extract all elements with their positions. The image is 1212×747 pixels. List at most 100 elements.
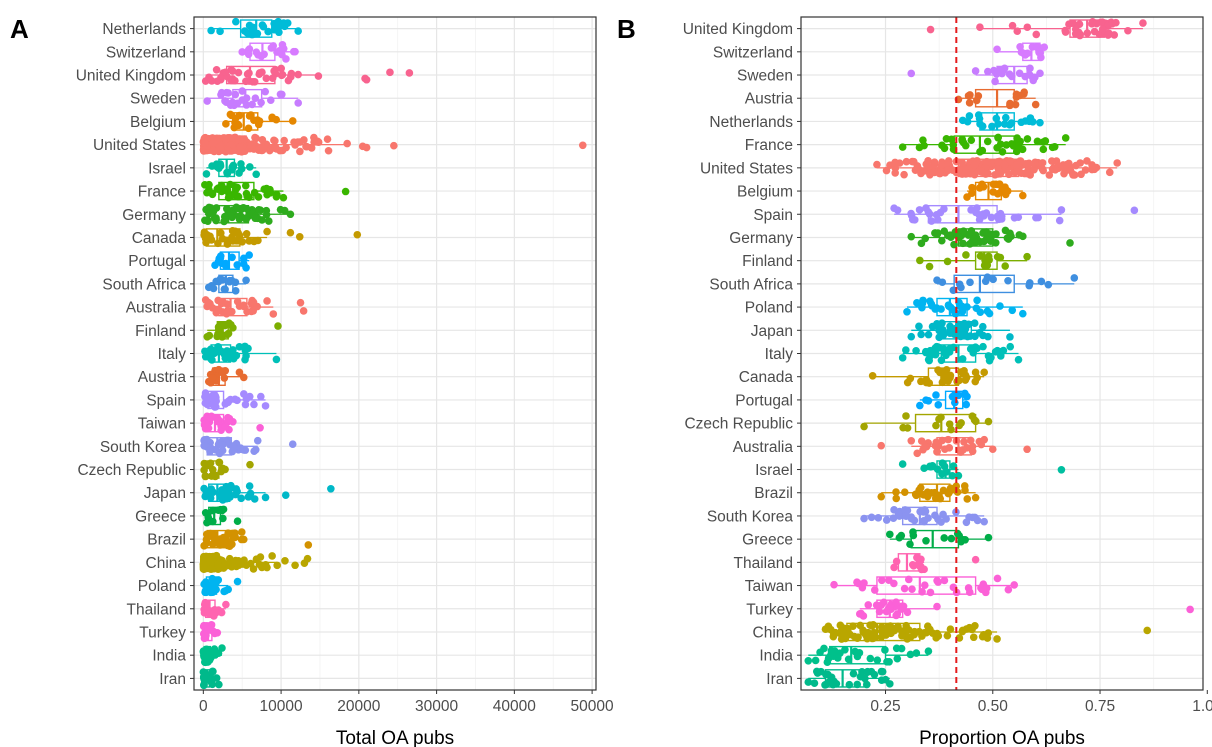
data-point xyxy=(220,374,229,382)
data-point xyxy=(211,472,220,481)
data-point xyxy=(946,322,954,331)
box xyxy=(914,413,977,433)
data-point xyxy=(909,531,918,540)
data-point xyxy=(1005,170,1013,179)
outlier-point xyxy=(256,423,264,432)
country-united-kingdom-b xyxy=(926,17,1147,40)
data-point xyxy=(210,645,219,653)
y-tick-label-japan: Japan xyxy=(144,485,186,502)
country-china-a xyxy=(199,551,312,574)
y-tick-label-china: China xyxy=(753,624,794,641)
data-point xyxy=(997,168,1005,177)
data-point xyxy=(968,183,976,192)
data-point xyxy=(1005,70,1014,78)
data-point xyxy=(1076,31,1084,40)
y-tick-label-italy: Italy xyxy=(158,346,187,363)
country-israel-b xyxy=(898,459,1066,480)
data-point xyxy=(209,576,218,585)
data-point xyxy=(913,449,922,458)
data-point xyxy=(1023,49,1032,58)
country-israel-a xyxy=(202,158,261,179)
data-point xyxy=(232,351,241,360)
data-point xyxy=(211,403,219,411)
data-point xyxy=(993,253,1002,261)
data-point xyxy=(310,138,318,146)
data-point xyxy=(878,576,886,585)
data-point xyxy=(944,166,952,174)
data-point xyxy=(946,231,954,239)
data-point xyxy=(272,355,281,364)
data-point xyxy=(241,400,250,409)
data-point xyxy=(915,206,924,214)
y-tick-label-switzerland: Switzerland xyxy=(713,44,793,61)
data-point xyxy=(933,602,941,611)
data-point xyxy=(213,77,222,86)
data-point xyxy=(225,414,234,423)
data-point xyxy=(914,554,923,563)
data-point xyxy=(268,552,276,560)
data-point xyxy=(864,601,873,609)
data-point xyxy=(212,65,221,74)
data-point xyxy=(219,464,227,473)
data-point xyxy=(207,678,216,686)
data-point xyxy=(924,156,932,165)
data-point xyxy=(243,307,251,316)
data-point xyxy=(254,145,263,154)
data-point xyxy=(1019,191,1027,200)
data-point xyxy=(873,160,881,169)
country-austria-b xyxy=(954,88,1040,110)
data-point xyxy=(870,586,879,594)
data-point xyxy=(1059,161,1068,169)
data-point xyxy=(980,368,988,377)
data-point xyxy=(1060,169,1068,178)
data-point xyxy=(255,206,263,214)
data-point xyxy=(937,305,945,313)
data-point xyxy=(277,71,286,80)
data-point xyxy=(239,254,248,263)
data-point xyxy=(241,346,250,355)
data-point xyxy=(245,237,253,245)
y-tick-label-france: France xyxy=(745,137,793,154)
y-tick-label-netherlands: Netherlands xyxy=(709,114,793,131)
data-point xyxy=(224,397,233,405)
data-point xyxy=(989,275,997,284)
data-point xyxy=(867,513,876,522)
data-point xyxy=(235,169,243,177)
y-tick-label-taiwan: Taiwan xyxy=(745,578,793,595)
data-point xyxy=(234,192,243,201)
data-point xyxy=(288,117,297,125)
data-point xyxy=(228,307,236,316)
data-point xyxy=(200,441,208,450)
x-tick-label: 0 xyxy=(199,698,208,715)
data-point xyxy=(268,74,277,82)
data-point xyxy=(976,147,984,156)
data-point xyxy=(265,146,274,155)
data-point xyxy=(849,622,857,630)
data-point xyxy=(243,70,252,78)
data-point xyxy=(962,518,971,527)
data-point xyxy=(235,215,244,223)
data-point xyxy=(273,561,281,570)
data-point xyxy=(1011,100,1020,109)
data-point xyxy=(252,48,261,57)
data-point xyxy=(858,668,866,676)
data-point xyxy=(968,189,976,198)
data-point xyxy=(849,669,858,678)
data-point xyxy=(1036,118,1044,127)
data-point xyxy=(991,347,1000,356)
data-point xyxy=(897,605,906,613)
country-south-korea-a xyxy=(200,435,297,458)
data-point xyxy=(922,536,930,545)
data-point xyxy=(1008,21,1017,30)
data-point xyxy=(264,27,272,36)
data-point xyxy=(239,373,248,382)
data-point xyxy=(933,230,942,239)
data-point xyxy=(893,654,902,663)
country-finland-b xyxy=(916,251,1031,271)
data-point xyxy=(1034,213,1042,222)
y-tick-label-spain: Spain xyxy=(146,392,186,409)
data-point xyxy=(993,143,1001,152)
data-point xyxy=(1026,64,1034,73)
data-point xyxy=(199,647,208,655)
data-point xyxy=(262,210,271,219)
